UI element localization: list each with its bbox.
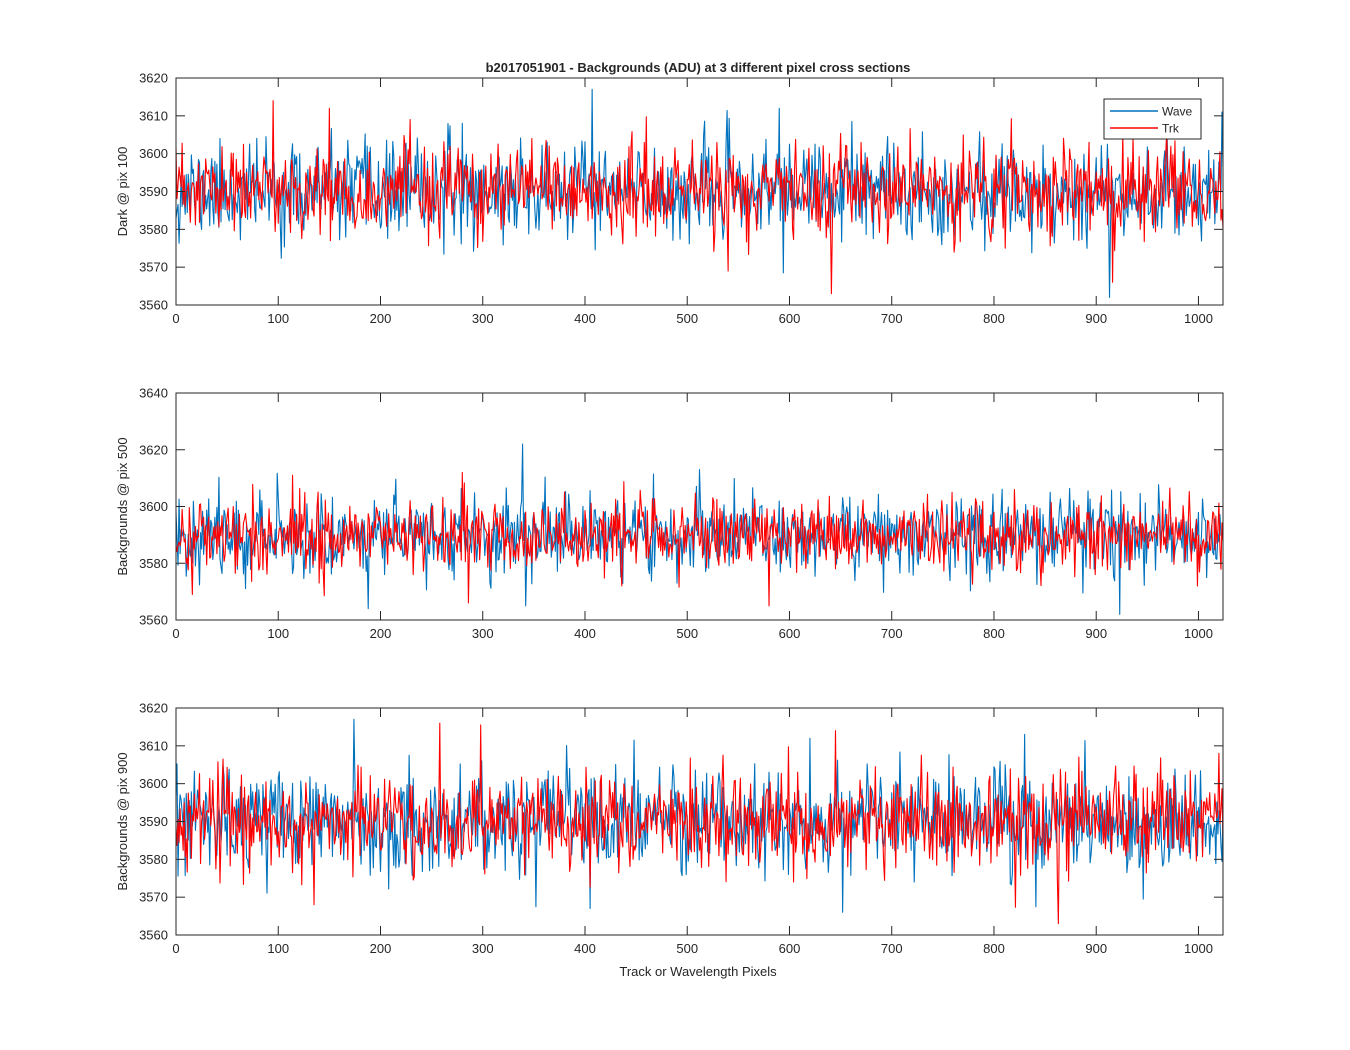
x-tick-label: 600: [779, 941, 801, 956]
x-tick-label: 700: [881, 941, 903, 956]
y-tick-label: 3620: [139, 701, 168, 716]
series-group: [176, 443, 1223, 615]
y-tick-label: 3600: [139, 499, 168, 514]
y-tick-label: 3590: [139, 184, 168, 199]
series-line-trk: [176, 100, 1223, 295]
legend: Wave Trk: [1103, 98, 1202, 140]
y-tick-label: 3610: [139, 738, 168, 753]
plot-backgrounds-pix-500: 0 100 200 300 400 500 600 700 800 900 1000 3560 3580…: [115, 386, 1224, 641]
series-line-trk: [176, 722, 1223, 925]
x-tick-label: 1000: [1184, 941, 1213, 956]
series-line-trk: [176, 471, 1223, 607]
x-tick-label: 600: [779, 626, 801, 641]
x-tick-label: 800: [983, 311, 1005, 326]
x-tick-label: 500: [676, 626, 698, 641]
y-tick-label: 3620: [139, 442, 168, 457]
y-tick-label: 3640: [139, 386, 168, 401]
x-tick-label: 800: [983, 941, 1005, 956]
x-tick-label: 600: [779, 311, 801, 326]
x-tick-label: 200: [370, 626, 392, 641]
x-tick-label: 0: [172, 941, 179, 956]
y-tick-label: 3580: [139, 556, 168, 571]
y-tick-label: 3620: [139, 71, 168, 86]
y-tick-label: 3580: [139, 222, 168, 237]
plot-backgrounds-pix-900: 0 100 200 300 400 500 600 700 800 900 1000 3560 3570…: [115, 701, 1224, 956]
legend-label-wave: Wave: [1162, 105, 1193, 119]
x-tick-label: 100: [267, 626, 289, 641]
x-tick-label: 500: [676, 311, 698, 326]
x-tick-label: 1000: [1184, 311, 1213, 326]
series-line-wave: [176, 718, 1223, 913]
legend-box: [1103, 98, 1202, 140]
x-tick-label: 300: [472, 311, 494, 326]
y-tick-label: 3570: [139, 890, 168, 905]
y-tick-label: 3580: [139, 852, 168, 867]
y-axis-label: Backgrounds @ pix 900: [115, 752, 130, 890]
x-tick-label: 500: [676, 941, 698, 956]
x-tick-label: 900: [1085, 626, 1107, 641]
series-group: [176, 88, 1223, 298]
x-tick-label: 800: [983, 626, 1005, 641]
x-tick-label: 400: [574, 311, 596, 326]
y-tick-label: 3590: [139, 814, 168, 829]
x-tick-label: 200: [370, 941, 392, 956]
series-group: [176, 718, 1223, 925]
y-tick-label: 3560: [139, 298, 168, 313]
y-tick-label: 3610: [139, 108, 168, 123]
x-tick-label: 300: [472, 941, 494, 956]
y-tick-label: 3560: [139, 928, 168, 943]
plot-dark-pix-100: 0 100 200 300 400 500 600 700 800 900 1000 3560 3570…: [115, 71, 1224, 326]
y-tick-label: 3570: [139, 260, 168, 275]
y-axis-label: Dark @ pix 100: [115, 147, 130, 237]
axes-background: [176, 393, 1223, 620]
x-tick-label: 100: [267, 311, 289, 326]
x-tick-label: 700: [881, 626, 903, 641]
x-tick-label: 400: [574, 941, 596, 956]
series-line-wave: [176, 88, 1223, 298]
y-axis-label: Backgrounds @ pix 500: [115, 437, 130, 575]
legend-label-trk: Trk: [1162, 122, 1180, 136]
x-tick-label: 100: [267, 941, 289, 956]
y-tick-label: 3600: [139, 146, 168, 161]
y-tick-label: 3560: [139, 613, 168, 628]
x-tick-label: 300: [472, 626, 494, 641]
x-tick-label: 0: [172, 311, 179, 326]
figure-title: b2017051901 - Backgrounds (ADU) at 3 dif…: [486, 60, 911, 75]
x-tick-label: 700: [881, 311, 903, 326]
y-tick-label: 3600: [139, 776, 168, 791]
x-tick-label: 1000: [1184, 626, 1213, 641]
x-tick-label: 900: [1085, 311, 1107, 326]
x-tick-label: 900: [1085, 941, 1107, 956]
x-tick-label: 0: [172, 626, 179, 641]
x-tick-label: 400: [574, 626, 596, 641]
figure-xlabel: Track or Wavelength Pixels: [619, 964, 777, 979]
x-tick-label: 200: [370, 311, 392, 326]
